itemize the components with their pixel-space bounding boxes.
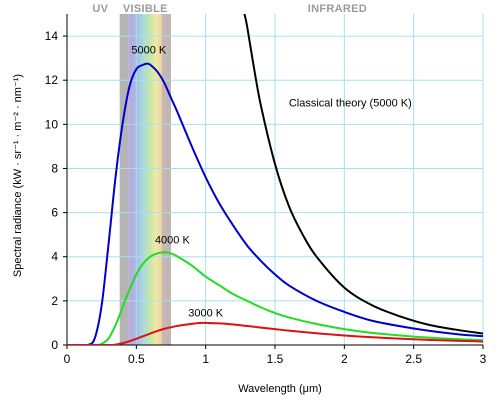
series-label: 5000 K (131, 45, 167, 57)
visible-band-edge (162, 14, 171, 345)
series (67, 14, 483, 345)
region-label-uv: UV (92, 3, 108, 15)
y-tick-label: 12 (45, 73, 59, 87)
y-tick-label: 8 (51, 161, 58, 175)
axes: 0 0.5 1 1.5 2 2.5 3 0 2 4 6 8 10 12 14 Wavelength (μm) S… (12, 14, 487, 395)
y-tick-label: 14 (45, 29, 59, 43)
x-tick-label: 1.5 (267, 352, 284, 366)
y-tick-label: 10 (45, 117, 59, 131)
y-tick-label: 6 (51, 206, 58, 220)
x-axis-title: Wavelength (μm) (238, 383, 322, 395)
x-tick-label: 2 (341, 352, 348, 366)
y-tick-label: 0 (51, 338, 58, 352)
labels: UV VISIBLE INFRARED 5000 K 4000 K 3000 K Class… (92, 3, 411, 319)
region-label-infrared: INFRARED (308, 3, 367, 15)
y-tick-label: 2 (51, 294, 58, 308)
x-tick-label: 3 (480, 352, 487, 366)
x-tick-label: 1 (202, 352, 209, 366)
series-label: 3000 K (188, 307, 224, 319)
x-tick-label: 0 (64, 352, 71, 366)
series-3000k-curve (67, 321, 483, 345)
region-label-visible: VISIBLE (123, 3, 168, 15)
series-classical-curve (243, 14, 483, 335)
x-tick-label: 2.5 (405, 352, 422, 366)
series-5000k-curve (67, 62, 483, 345)
uv-band-edge (119, 14, 129, 345)
series-label: Classical theory (5000 K) (289, 98, 412, 110)
x-tick-label: 0.5 (128, 352, 145, 366)
series-label: 4000 K (155, 234, 191, 246)
y-tick-label: 4 (51, 250, 58, 264)
series-4000k-curve (67, 251, 483, 345)
y-axis-title: Spectral radiance (kW · sr⁻¹ · m⁻² · nm⁻… (12, 74, 24, 277)
